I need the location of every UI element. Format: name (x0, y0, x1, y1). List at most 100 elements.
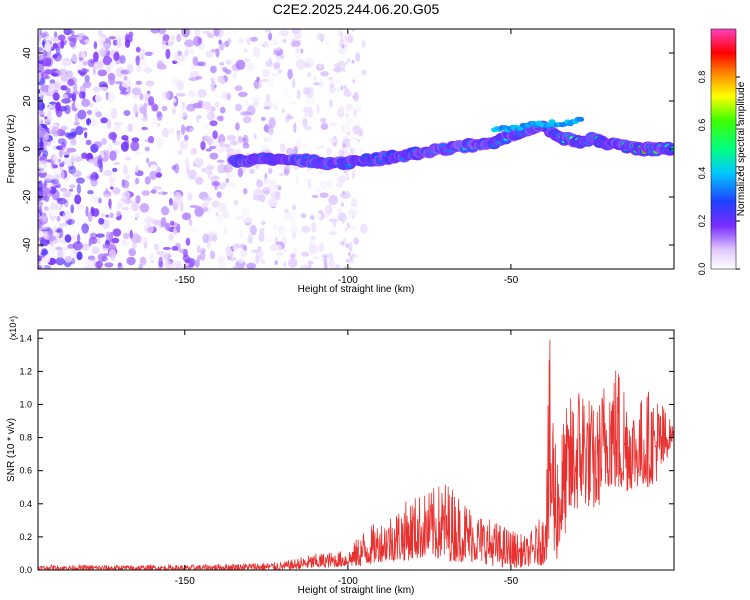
noise-blob (44, 206, 49, 212)
colorbar-tick-label: 0.4 (697, 167, 707, 180)
noise-blob (261, 144, 267, 152)
noise-blob (224, 69, 232, 75)
noise-blob (58, 223, 68, 227)
noise-blob (347, 58, 351, 63)
noise-blob (109, 150, 117, 161)
noise-blob (240, 249, 247, 258)
noise-blob (244, 99, 249, 107)
noise-blob (253, 133, 257, 140)
noise-blob (60, 39, 65, 49)
noise-blob (97, 253, 106, 262)
noise-blob (290, 101, 297, 105)
noise-blob (92, 86, 101, 93)
noise-blob (85, 139, 92, 146)
noise-blob (93, 51, 99, 62)
noise-blob (278, 29, 289, 37)
noise-blob (225, 59, 232, 65)
noise-blob (317, 63, 323, 69)
noise-blob (182, 265, 187, 269)
noise-blob (100, 117, 108, 124)
y-tick-label: 40 (22, 47, 33, 59)
noise-blob (351, 29, 355, 32)
noise-blob (38, 69, 42, 73)
noise-blob (240, 243, 246, 250)
noise-blob (318, 78, 324, 88)
noise-blob (181, 150, 191, 161)
noise-blob (329, 139, 340, 143)
noise-blob (141, 126, 149, 131)
noise-blob (184, 171, 189, 176)
noise-blob (48, 246, 54, 255)
noise-blob (338, 149, 345, 157)
colorbar-tick-label: 0.6 (697, 119, 707, 132)
noise-blob (38, 60, 44, 64)
noise-blob (216, 159, 225, 163)
noise-blob (328, 194, 339, 206)
noise-blob (273, 102, 278, 111)
noise-blob (283, 261, 287, 268)
noise-blob (90, 178, 98, 187)
noise-blob (165, 48, 171, 60)
noise-blob (355, 52, 361, 62)
noise-blob (112, 167, 118, 173)
noise-blob (153, 202, 160, 214)
noise-blob (283, 165, 290, 175)
noise-blob (295, 175, 300, 186)
noise-blob (197, 89, 207, 98)
noise-blob (94, 60, 98, 71)
noise-blob (95, 111, 102, 118)
noise-blob (319, 180, 328, 190)
noise-blob (206, 33, 215, 38)
noise-blob (81, 152, 88, 159)
noise-blob (43, 195, 50, 202)
noise-blob (117, 262, 122, 268)
colorbar-tick-label: 0.8 (697, 71, 707, 84)
y-tick-label: 1.4 (19, 333, 32, 343)
noise-blob (342, 237, 346, 242)
y-tick-label: 1.2 (19, 366, 32, 376)
noise-blob (311, 221, 317, 233)
noise-blob (113, 161, 121, 166)
noise-blob (124, 138, 129, 149)
noise-blob (341, 219, 345, 224)
y-tick-label: 0.0 (19, 565, 32, 575)
noise-blob (57, 248, 64, 259)
noise-blob (38, 255, 43, 262)
noise-blob (277, 185, 282, 191)
noise-blob (75, 177, 85, 184)
noise-blob (293, 146, 299, 156)
noise-blob (51, 72, 59, 77)
chart-title: C2E2.2025.244.06.20.G05 (273, 1, 440, 17)
noise-blob (192, 56, 199, 66)
noise-blob (71, 53, 78, 63)
noise-blob (175, 93, 186, 97)
noise-blob (113, 121, 123, 126)
noise-blob (85, 258, 94, 266)
noise-blob (38, 190, 42, 198)
noise-blob (70, 138, 77, 146)
noise-blob (350, 225, 357, 231)
noise-blob (153, 243, 160, 251)
noise-blob (206, 112, 216, 121)
noise-blob (168, 198, 173, 206)
noise-blob (63, 29, 72, 36)
noise-blob (260, 259, 266, 264)
noise-blob (316, 103, 320, 114)
noise-blob (133, 95, 138, 100)
noise-blob (129, 229, 133, 239)
noise-blob (278, 225, 285, 236)
noise-blob (42, 212, 48, 222)
snr-x-axis-label: Height of straight line (km) (298, 585, 415, 596)
noise-blob (235, 103, 242, 112)
noise-blob (351, 59, 355, 64)
noise-blob (122, 206, 130, 211)
noise-blob (69, 38, 76, 48)
noise-blob (115, 81, 123, 85)
noise-blob (145, 80, 155, 87)
noise-blob (181, 29, 190, 38)
noise-blob (205, 135, 212, 140)
noise-blob (234, 85, 243, 91)
noise-blob (229, 29, 238, 37)
noise-blob (150, 29, 160, 34)
noise-blob (272, 181, 279, 187)
